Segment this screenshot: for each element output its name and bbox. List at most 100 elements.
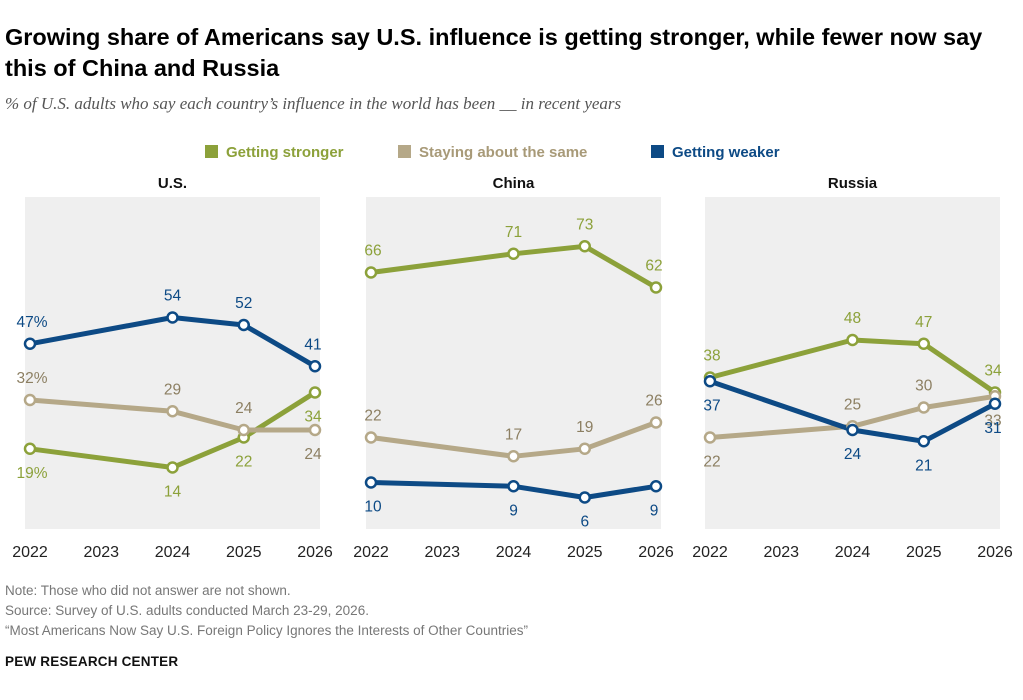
x-tick-label: 2025	[567, 544, 603, 561]
data-label-weaker: 10	[364, 499, 382, 516]
legend-label-weaker: Getting weaker	[672, 144, 780, 161]
data-point-weaker	[507, 480, 520, 493]
x-tick-label: 2023	[424, 544, 460, 561]
data-label-stronger: 66	[364, 243, 381, 260]
data-point-stronger	[308, 386, 322, 399]
data-point-weaker	[237, 318, 250, 332]
series-line-same	[368, 420, 659, 459]
series-line-stronger	[27, 390, 318, 470]
data-label-same: 26	[645, 393, 662, 410]
x-tick-label: 2024	[496, 544, 532, 561]
panel-china: China 2022 2023 2024 2025 2026 66 22 10 71 17 9 73 19…	[353, 175, 674, 561]
data-point-weaker	[308, 360, 322, 373]
data-point-stronger	[166, 461, 179, 474]
data-label-weaker: 6	[580, 514, 589, 531]
panel-title: U.S.	[158, 175, 187, 192]
organization-name: PEW RESEARCH CENTER	[5, 654, 179, 669]
panel-title: Russia	[828, 175, 878, 192]
data-label-stronger: 34	[984, 363, 1002, 380]
data-label-weaker: 41	[304, 336, 321, 353]
data-label-same: 33	[984, 412, 1001, 429]
series-line-weaker	[27, 315, 318, 369]
data-point-weaker	[578, 491, 591, 504]
legend-swatch-same	[398, 145, 411, 158]
panel-background	[366, 197, 661, 529]
data-label-stronger: 19%	[16, 465, 47, 482]
data-point-same	[166, 405, 179, 418]
data-label-weaker: 21	[915, 457, 932, 474]
data-label-same: 17	[505, 426, 522, 443]
note-line: Note: Those who did not answer are not s…	[5, 583, 291, 598]
x-tick-label: 2022	[692, 544, 728, 561]
data-point-stronger	[578, 240, 591, 253]
x-tick-label: 2025	[226, 544, 262, 561]
data-point-same	[703, 431, 717, 444]
data-point-stronger	[23, 442, 37, 455]
legend-swatch-weaker	[651, 145, 664, 158]
legend: Getting stronger Staying about the same …	[205, 144, 780, 161]
data-label-stronger: 73	[576, 216, 593, 233]
data-label-stronger: 22	[235, 454, 252, 471]
data-label-weaker: 37	[703, 397, 720, 414]
data-label-same: 32%	[16, 370, 47, 387]
data-label-stronger: 48	[844, 310, 861, 327]
data-label-same: 29	[164, 381, 181, 398]
x-tick-label: 2022	[353, 544, 389, 561]
chart-title: Growing share of Americans say U.S. infl…	[5, 24, 983, 81]
data-label-weaker: 31	[984, 420, 1001, 437]
data-label-stronger: 71	[505, 224, 522, 241]
data-label-weaker: 54	[164, 288, 182, 305]
series-line-stronger	[707, 337, 998, 395]
x-tick-label: 2024	[835, 544, 871, 561]
data-label-same: 30	[915, 378, 933, 395]
panel-title: China	[493, 175, 535, 192]
x-tick-label: 2026	[977, 544, 1013, 561]
data-label-weaker: 47%	[16, 314, 47, 331]
data-point-stronger	[364, 266, 378, 279]
data-point-stronger	[649, 281, 663, 294]
data-label-same: 24	[304, 446, 322, 463]
data-label-same: 24	[235, 400, 253, 417]
data-label-stronger: 14	[164, 484, 182, 501]
data-label-stronger: 34	[304, 409, 322, 426]
data-point-stronger	[507, 247, 520, 260]
panel-russia: Russia 2022 2023 2024 2025 2026 38 37 22 48 25 24 47…	[692, 175, 1013, 561]
series-line-weaker	[707, 378, 998, 444]
data-label-stronger: 62	[645, 258, 662, 275]
data-point-same	[308, 423, 322, 437]
legend-label-stronger: Getting stronger	[226, 144, 344, 161]
data-label-stronger: 38	[703, 348, 720, 365]
source-line: Source: Survey of U.S. adults conducted …	[5, 603, 369, 618]
data-label-stronger: 47	[915, 314, 932, 331]
x-tick-label: 2024	[155, 544, 191, 561]
x-tick-label: 2023	[763, 544, 799, 561]
panel-background	[25, 197, 320, 529]
series-line-weaker	[368, 480, 659, 500]
data-label-same: 19	[576, 419, 593, 436]
data-point-same	[649, 416, 663, 429]
data-point-same	[917, 401, 930, 414]
data-point-same	[237, 423, 250, 437]
data-point-weaker	[917, 435, 930, 448]
x-tick-label: 2025	[906, 544, 942, 561]
data-point-same	[23, 393, 37, 407]
data-label-same: 25	[844, 396, 861, 413]
chart-area: Getting stronger Staying about the same …	[12, 144, 1013, 561]
x-tick-label: 2023	[83, 544, 119, 561]
data-point-same	[364, 431, 378, 444]
data-point-same	[578, 442, 591, 455]
panel-us: U.S. 2022 2023 2024 2025 2026 47% 32% 19% 54 29 14 5…	[12, 175, 333, 561]
data-point-same	[507, 450, 520, 463]
report-title-line: “Most Americans Now Say U.S. Foreign Pol…	[5, 623, 528, 638]
data-point-weaker	[364, 476, 378, 489]
series-line-same	[707, 393, 998, 440]
data-label-weaker: 24	[844, 446, 862, 463]
data-point-weaker	[988, 397, 1002, 410]
data-point-weaker	[23, 337, 37, 350]
data-label-weaker: 9	[509, 502, 518, 519]
data-label-same: 22	[703, 454, 720, 471]
x-tick-label: 2026	[638, 544, 674, 561]
x-tick-label: 2026	[297, 544, 333, 561]
data-point-weaker	[846, 423, 859, 437]
data-point-stronger	[846, 333, 859, 347]
